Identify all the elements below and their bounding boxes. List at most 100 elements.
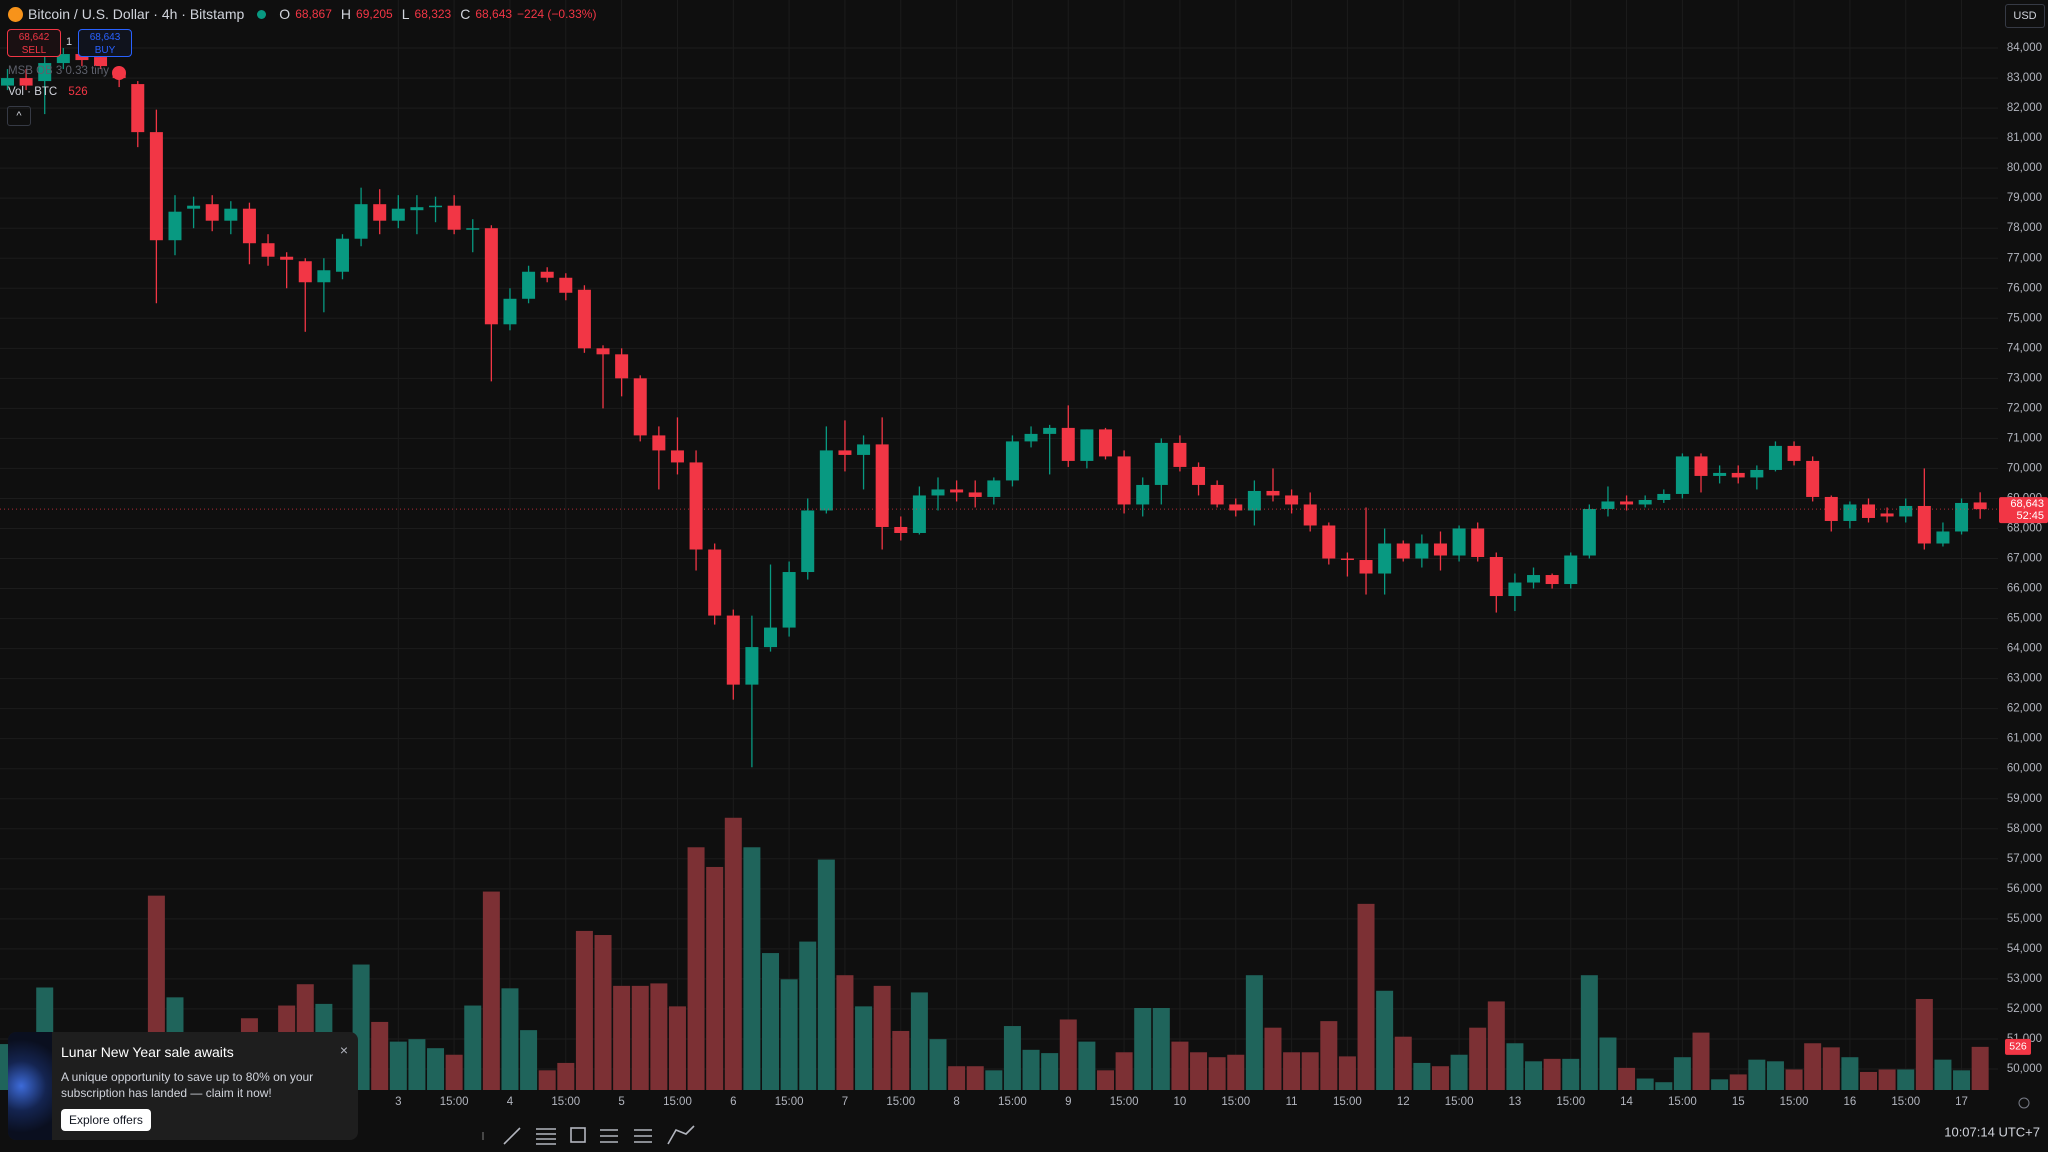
x-tick-label: 15:00 <box>1668 1096 1697 1108</box>
sell-button[interactable]: 68,642 SELL <box>7 29 61 57</box>
volume-bar <box>1245 975 1263 1090</box>
volume-bar <box>1227 1054 1245 1090</box>
volume-bar <box>855 1006 873 1090</box>
candle-body <box>1787 445 1801 461</box>
coin-icon <box>8 6 23 22</box>
volume-bar <box>1804 1043 1822 1090</box>
candle-body <box>931 489 945 496</box>
volume-bar <box>1059 1019 1077 1090</box>
indicator-legend[interactable]: MSB OB 3 0.33 tiny <box>8 65 109 77</box>
candle-body <box>1545 575 1559 585</box>
candle-body <box>968 492 982 497</box>
symbol-title[interactable]: Bitcoin / U.S. Dollar · 4h · Bitstamp <box>28 6 245 22</box>
volume-bar <box>1487 1001 1505 1090</box>
candle-body <box>168 211 182 241</box>
volume-bar <box>650 983 668 1090</box>
y-tick-label: 64,000 <box>2007 643 2042 655</box>
candle-body <box>987 480 1001 497</box>
volume-bar <box>1264 1027 1282 1090</box>
y-tick-label: 65,000 <box>2007 613 2042 625</box>
x-tick-label: 6 <box>730 1096 736 1108</box>
candle-body <box>1824 496 1838 521</box>
candle-body <box>1768 445 1782 470</box>
y-tick-label: 74,000 <box>2007 342 2042 354</box>
tool-trendline[interactable] <box>503 1127 521 1145</box>
x-tick-label: 10 <box>1174 1096 1187 1108</box>
candle-body <box>242 208 256 244</box>
candle-body <box>1973 502 1987 510</box>
volume-bar <box>501 988 519 1090</box>
volume-bar <box>1673 1057 1691 1090</box>
x-tick-label: 15 <box>1732 1096 1745 1108</box>
x-tick-label: 17 <box>1955 1096 1968 1108</box>
candle-body <box>1731 472 1745 478</box>
indicator-error-icon[interactable] <box>112 66 126 80</box>
candle-body <box>335 238 349 272</box>
x-tick-label: 9 <box>1065 1096 1071 1108</box>
tool-pattern[interactable] <box>600 1129 618 1143</box>
candle-body <box>466 228 480 230</box>
y-tick-label: 62,000 <box>2007 703 2042 715</box>
buy-button[interactable]: 68,643 BUY <box>78 29 132 57</box>
x-tick-label: 15:00 <box>886 1096 915 1108</box>
y-tick-label: 50,000 <box>2007 1063 2042 1075</box>
x-tick-label: 14 <box>1620 1096 1633 1108</box>
volume-bar <box>1636 1078 1654 1090</box>
volume-bar <box>892 1030 910 1090</box>
tool-fib[interactable] <box>536 1128 556 1145</box>
candle-body <box>1917 505 1931 544</box>
currency-select[interactable]: USD <box>2005 4 2045 28</box>
volume-bar <box>1041 1053 1059 1090</box>
candle-body <box>615 354 629 379</box>
sell-price: 68,642 <box>18 32 50 43</box>
candle-body <box>819 450 833 511</box>
volume-bar <box>1860 1071 1877 1090</box>
candle-body <box>354 204 368 239</box>
y-tick-label: 71,000 <box>2007 432 2042 444</box>
volume-bar <box>1971 1046 1989 1090</box>
tool-projection[interactable] <box>634 1129 652 1143</box>
candle-body <box>522 271 536 299</box>
candle-body <box>559 277 573 293</box>
candle-body <box>745 647 759 685</box>
candle-body <box>94 57 108 67</box>
candle-body <box>838 450 852 455</box>
settings-icon[interactable] <box>2018 1097 2030 1109</box>
volume-bar <box>1003 1026 1021 1090</box>
volume-bar <box>1953 1070 1971 1090</box>
candle-body <box>1136 484 1150 505</box>
collapse-legend[interactable]: ^ <box>7 106 31 126</box>
volume-bar <box>724 817 742 1090</box>
candle-body <box>410 207 424 211</box>
tool-rect[interactable] <box>570 1127 586 1143</box>
volume-bar <box>1692 1032 1710 1090</box>
candle-body <box>652 435 666 451</box>
y-tick-label: 54,000 <box>2007 943 2042 955</box>
candle-body <box>1880 513 1894 517</box>
tool-brush[interactable] <box>667 1125 695 1145</box>
candle-body <box>1266 490 1280 496</box>
x-tick-label: 12 <box>1397 1096 1410 1108</box>
volume-bar <box>1618 1067 1636 1090</box>
candle-body <box>1378 543 1392 574</box>
volume-bar <box>687 847 705 1090</box>
c-value: 68,643 <box>475 7 513 21</box>
promo-close[interactable]: × <box>339 1042 348 1058</box>
volume-bar <box>1171 1041 1189 1090</box>
candle-body <box>1 78 14 86</box>
volume-bar <box>1450 1054 1468 1090</box>
promo-title: Lunar New Year sale awaits <box>61 1044 234 1060</box>
x-tick-label: 16 <box>1843 1096 1856 1108</box>
volume-legend[interactable]: Vol · BTC 526 <box>8 86 88 98</box>
h-value: 69,205 <box>356 7 393 21</box>
y-tick-label: 83,000 <box>2007 72 2042 84</box>
volume-bar <box>1394 1036 1412 1090</box>
volume-bar <box>1152 1008 1170 1090</box>
volume-bar <box>929 1039 947 1090</box>
x-tick-label: 11 <box>1286 1096 1298 1108</box>
volume-bar <box>1785 1069 1803 1090</box>
promo-popup: Lunar New Year sale awaits A unique oppo… <box>8 1032 358 1140</box>
promo-button[interactable]: Explore offers <box>61 1109 151 1131</box>
volume-bar <box>1711 1079 1729 1090</box>
